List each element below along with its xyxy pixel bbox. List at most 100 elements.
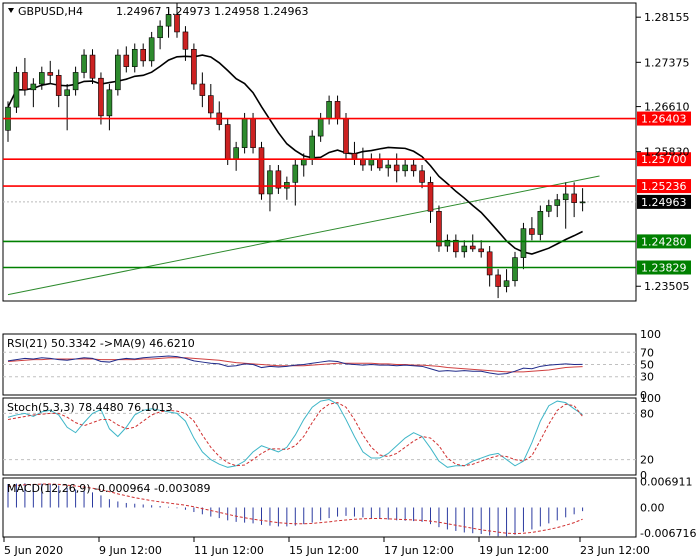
symbol-label: GBPUSD,H4 [18, 5, 83, 18]
candle-body [360, 158, 366, 166]
x-tick-label: 23 Jun 12:00 [580, 544, 650, 557]
ohlc-values: 1.24967 1.24973 1.24958 1.24963 [116, 5, 308, 18]
rsi-plot [3, 351, 636, 378]
axes: 1.28155 1.27375 1.26610 1.25830 1.23505 100 70… [3, 11, 696, 557]
rsi-ma-line [7, 357, 583, 373]
candle-body [199, 83, 206, 96]
candle-body [191, 48, 197, 85]
resistance-level-label-bg [637, 179, 691, 194]
candle-body [402, 164, 408, 172]
candle-body [106, 89, 113, 117]
candle-body [334, 101, 341, 120]
candle-body [22, 72, 28, 91]
candle-body [38, 72, 45, 85]
candle-body [453, 239, 459, 253]
candle-body [98, 77, 104, 117]
stoch-scale-label: 80 [640, 407, 654, 420]
candle-body [512, 257, 518, 282]
candle-body [233, 147, 239, 160]
candle-body [385, 164, 392, 169]
rsi-line [7, 355, 583, 375]
candle-body [368, 158, 375, 166]
candle-body [165, 14, 172, 27]
candle-body [30, 83, 37, 91]
support-level-label-bg [637, 234, 691, 249]
support-level-label: 1.24280 [641, 235, 687, 248]
price-panel-frame [2, 2, 637, 302]
support-level-label-bg [637, 260, 691, 275]
stoch-main-line [7, 399, 583, 468]
x-tick-label: 17 Jun 12:00 [384, 544, 454, 557]
macd-scale-label: -0.006716 [640, 527, 696, 540]
candle-body [241, 118, 248, 148]
candle-body [182, 31, 189, 50]
macd-panel-frame [2, 477, 637, 538]
y-tick-label: 1.28155 [644, 11, 690, 24]
rsi-scale-label: 70 [640, 346, 654, 359]
candle-body [89, 54, 96, 79]
y-tick-label: 1.26610 [644, 101, 690, 114]
support-level-label: 1.23829 [641, 261, 687, 274]
macd-scale-label: 0.00 [640, 502, 665, 515]
candle-body [81, 54, 87, 73]
candle-body [317, 118, 324, 137]
candle-body [562, 193, 569, 201]
candle-body [267, 170, 273, 195]
candle-body [529, 228, 535, 235]
stoch-label: Stoch(5,3,3) 78.4480 76.1013 [7, 401, 173, 414]
candle-body [72, 72, 79, 91]
current-price-label-bg [637, 194, 691, 209]
macd-signal-line [7, 483, 583, 535]
x-tick-label: 5 Jun 2020 [4, 544, 63, 557]
candle-body [520, 228, 527, 258]
candle-body [410, 164, 417, 172]
x-tick-label: 15 Jun 12:00 [289, 544, 359, 557]
stoch-panel-frame [2, 397, 637, 476]
resistance-level-label: 1.26403 [641, 113, 687, 126]
stoch-scale-label: 100 [640, 392, 661, 405]
candle-body [250, 118, 256, 148]
x-tick-label: 9 Jun 12:00 [99, 544, 162, 557]
candle-body [292, 164, 299, 183]
candle-body [47, 72, 54, 76]
candle-body [148, 37, 155, 62]
candle-body [436, 211, 442, 247]
candle-body [275, 170, 282, 189]
y-tick-label: 1.23505 [644, 280, 690, 293]
candle-body [55, 75, 62, 96]
horizontal-levels: 1.26403 1.25700 1.25236 1.24280 1.23829 1.249… [3, 111, 691, 275]
rsi-scale-label: 0 [640, 389, 647, 402]
stoch-scale-label: 0 [640, 469, 647, 482]
candle-body [140, 48, 146, 62]
candle-body [393, 164, 400, 172]
candle-body [427, 182, 434, 212]
candle-body [258, 147, 265, 195]
candle-body [478, 248, 485, 253]
candle-body [554, 199, 561, 206]
moving-average-line [7, 54, 583, 255]
macd-label: MACD(12,26,9) -0.000964 -0.003089 [7, 482, 210, 495]
stoch-scale-label: 20 [640, 454, 654, 467]
y-tick-label: 1.27375 [644, 56, 690, 69]
candle-body [326, 101, 332, 120]
candle-body [495, 274, 501, 287]
candle-body [157, 25, 163, 39]
candle-body [461, 245, 468, 253]
candle-body [309, 135, 316, 160]
candle-body [486, 251, 493, 276]
candle-body [13, 72, 20, 108]
candle-body [419, 170, 425, 183]
candle-body [376, 158, 383, 169]
chart-header: GBPUSD,H4 1.24967 1.24973 1.24958 1.2496… [8, 5, 308, 18]
current-price-label: 1.24963 [641, 196, 687, 209]
candle-body [444, 239, 451, 247]
rsi-scale-label: 30 [640, 371, 654, 384]
candle-body [300, 158, 307, 166]
trendline[interactable] [7, 175, 600, 296]
collapse-triangle-icon[interactable] [8, 8, 14, 13]
rsi-scale-label: 50 [640, 359, 654, 372]
macd-plot [7, 483, 584, 537]
candle-body [224, 124, 231, 160]
candle-body [115, 54, 121, 91]
